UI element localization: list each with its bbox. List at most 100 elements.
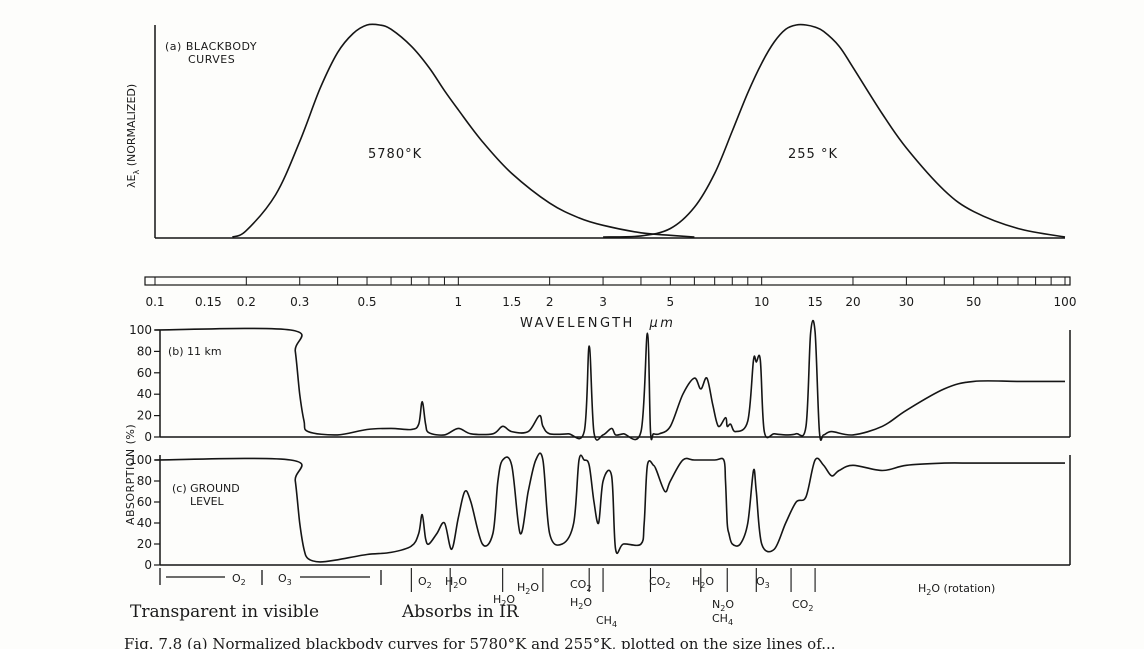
y-tick-label: 20 <box>137 537 152 551</box>
band-label-h2o-5-tail: O <box>705 575 714 588</box>
series-11km-absorption-line <box>154 319 1065 442</box>
band-label-h2o-rotation: H2O (rotation) <box>918 582 995 597</box>
band-label-co2-1-main: CO <box>570 578 587 591</box>
panel-c-ground: 100 80 60 40 20 0 (c) GROUND LEVEL <box>129 452 1071 572</box>
panel-b-title: (b) 11 km <box>168 345 222 358</box>
scale-tick-label: 20 <box>845 295 860 309</box>
y-tick-label: 100 <box>129 453 152 467</box>
scale-tick-label: 2 <box>546 295 554 309</box>
y-tick-label: 40 <box>137 516 152 530</box>
scale-tick-label: 50 <box>966 295 981 309</box>
scale-bar <box>144 276 1071 286</box>
band-label-h2o-2-sub: 2 <box>501 599 506 608</box>
panel-a-y-label-main: λE <box>125 174 138 188</box>
band-label-h2o-3-sub: 2 <box>525 587 530 596</box>
band-label-h2o-4-main: H <box>570 596 578 609</box>
band-label-h2o-5-sub: 2 <box>700 581 705 590</box>
series-ground-absorption-line <box>154 452 1065 563</box>
band-label-h2o-4: H2O <box>570 596 592 611</box>
scale-tick-label: 100 <box>1054 295 1077 309</box>
band-label-h2o-2: H2O <box>493 593 515 608</box>
band-label-ch4-2: CH4 <box>712 612 733 627</box>
band-label-o3-main: O <box>756 575 765 588</box>
band-label-co2-1-sub: 2 <box>586 584 591 593</box>
band-label-h2o-3-main: H <box>517 581 525 594</box>
band-label-ch4-1-sub: 4 <box>612 620 617 629</box>
band-label-h2o-1-main: H <box>445 575 453 588</box>
panel-c-title-line2: LEVEL <box>190 495 225 508</box>
band-label-h2o-1-tail: O <box>458 575 467 588</box>
scale-tick-label: 1.5 <box>502 295 521 309</box>
band-label-co2-2: CO2 <box>649 575 670 590</box>
band-label-o3: O3 <box>756 575 770 590</box>
band-label-h2o-rotation-main: H <box>918 582 926 595</box>
wavelength-scale: 0.1 0.15 0.2 0.3 0.5 1 1.5 2 3 5 10 15 20 30 50 100 WAV… <box>144 276 1076 331</box>
panel-a-title-line2: CURVES <box>188 53 235 66</box>
band-label-co2-3: CO2 <box>792 598 813 613</box>
scale-tick-label: 1 <box>455 295 463 309</box>
band-label-co2-3-sub: 2 <box>808 604 813 613</box>
scale-tick-label: 3 <box>599 295 607 309</box>
band-label-h2o-3: H2O <box>517 581 539 596</box>
panel-c-title: (c) GROUND <box>172 482 240 495</box>
y-tick-label: 100 <box>129 323 152 337</box>
wavelength-label-text: WAVELENGTH <box>520 316 635 331</box>
label-5780k: 5780°K <box>368 147 422 162</box>
band-label-n2o: N2O <box>712 598 734 613</box>
band-label-h2o-2-main: H <box>493 593 501 606</box>
band-label-h2o-4-sub: 2 <box>578 602 583 611</box>
panel-b-11km: 100 80 60 40 20 0 (b) 11 km <box>129 319 1071 444</box>
panel-a-y-label: λEλ (NORMALIZED) <box>125 84 141 188</box>
band-label-n2o-tail: O <box>725 598 734 611</box>
label-255k: 255 °K <box>788 147 838 162</box>
band-label-h2o-rotation-tail: O (rotation) <box>931 582 995 595</box>
band-label-h2o-5-main: H <box>692 575 700 588</box>
band-label-n2o-sub: 2 <box>720 604 725 613</box>
scale-tick-label: 0.1 <box>145 295 164 309</box>
band-label-o2-main: O <box>418 575 427 588</box>
wavelength-label: WAVELENGTH μm <box>520 316 675 331</box>
y-tick-label: 40 <box>137 387 152 401</box>
panel-a-y-label-suffix: (NORMALIZED) <box>125 84 138 170</box>
y-tick-label: 20 <box>137 409 152 423</box>
band-label-o2-sub: 2 <box>427 581 432 590</box>
band-label-h2o-1-sub: 2 <box>453 581 458 590</box>
scale-ticks <box>154 277 1066 285</box>
scale-labels: 0.1 0.15 0.2 0.3 0.5 1 1.5 2 3 5 10 15 20 30 50 100 <box>145 295 1076 309</box>
annotation-absorbs-ir: Absorbs in IR <box>401 602 520 622</box>
y-tick-label: 0 <box>144 558 152 572</box>
scale-tick-label: 10 <box>754 295 769 309</box>
band-label-o2-range: O2 <box>232 572 246 587</box>
scale-tick-label: 0.15 <box>195 295 222 309</box>
panel-a-y-label-sub: λ <box>132 170 141 175</box>
series-5780k-line <box>232 23 695 238</box>
scale-tick-label: 15 <box>807 295 822 309</box>
band-label-co2-2-main: CO <box>649 575 666 588</box>
band-label-ch4-1-main: CH <box>596 614 612 627</box>
band-label-n2o-main: N <box>712 598 720 611</box>
panel-a-blackbody: (a) BLACKBODY CURVES λEλ (NORMALIZED) 57… <box>125 23 1066 239</box>
band-label-o3-range-sub: 3 <box>287 578 292 587</box>
series-255k-line <box>603 23 1066 238</box>
band-label-o3-range-main: O <box>278 572 287 585</box>
scale-tick-label: 5 <box>667 295 675 309</box>
band-label-o2-range-main: O <box>232 572 241 585</box>
band-label-o2: O2 <box>418 575 432 590</box>
scale-tick-label: 0.5 <box>357 295 376 309</box>
band-label-h2o-4-tail: O <box>583 596 592 609</box>
absorption-y-label: ABSORPTION (%) <box>124 424 137 525</box>
y-tick-label: 0 <box>144 430 152 444</box>
band-label-o3-range: O3 <box>278 572 292 587</box>
panel-c-y-ticks: 100 80 60 40 20 0 <box>129 453 160 572</box>
band-label-ch4-2-sub: 4 <box>728 618 733 627</box>
band-label-h2o-1: H2O <box>445 575 467 590</box>
panel-b-y-ticks: 100 80 60 40 20 0 <box>129 323 160 444</box>
band-label-co2-1: CO2 <box>570 578 591 593</box>
band-label-h2o-5: H2O <box>692 575 714 590</box>
wavelength-unit: μm <box>648 316 675 331</box>
y-tick-label: 80 <box>137 344 152 358</box>
band-label-ch4-1: CH4 <box>596 614 617 629</box>
band-label-h2o-2-tail: O <box>506 593 515 606</box>
